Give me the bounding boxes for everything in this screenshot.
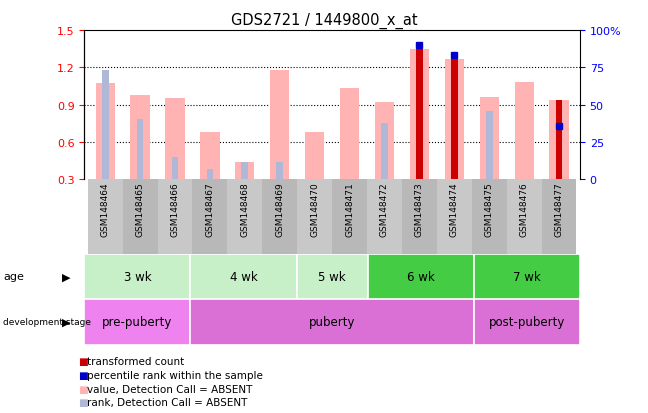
Text: 4 wk: 4 wk [229, 270, 257, 283]
Text: GSM148467: GSM148467 [205, 182, 214, 237]
Bar [200, 133, 220, 180]
Text: ▶: ▶ [62, 272, 70, 282]
Bar [130, 95, 150, 180]
Bar [96, 84, 115, 180]
Text: GDS2721 / 1449800_x_at: GDS2721 / 1449800_x_at [231, 12, 417, 28]
Text: GSM148466: GSM148466 [170, 182, 179, 237]
Bar [227, 180, 262, 254]
Bar [555, 128, 562, 180]
Bar [381, 124, 388, 180]
Text: GSM148475: GSM148475 [485, 182, 494, 237]
Bar [445, 59, 464, 180]
Bar [191, 254, 297, 299]
Bar [416, 50, 422, 180]
Bar [270, 71, 290, 180]
Bar [550, 100, 568, 180]
Bar [84, 254, 191, 299]
Text: puberty: puberty [309, 316, 355, 329]
Text: age: age [3, 272, 24, 282]
Bar [410, 50, 429, 180]
Bar [122, 180, 157, 254]
Text: post-puberty: post-puberty [489, 316, 565, 329]
Text: rank, Detection Call = ABSENT: rank, Detection Call = ABSENT [87, 397, 248, 407]
Text: GSM148465: GSM148465 [135, 182, 145, 237]
Text: 5 wk: 5 wk [318, 270, 346, 283]
Bar [340, 89, 359, 180]
Bar [137, 120, 143, 180]
Bar [242, 162, 248, 180]
Text: GSM148472: GSM148472 [380, 182, 389, 236]
Bar [87, 180, 122, 254]
Bar [367, 254, 474, 299]
Text: ▶: ▶ [62, 317, 70, 327]
Text: GSM148464: GSM148464 [100, 182, 110, 236]
Bar [305, 133, 324, 180]
Text: GSM148470: GSM148470 [310, 182, 319, 237]
Text: GSM148476: GSM148476 [520, 182, 529, 237]
Text: transformed count: transformed count [87, 356, 185, 366]
Text: GSM148473: GSM148473 [415, 182, 424, 237]
Bar [235, 162, 255, 180]
Bar [332, 180, 367, 254]
Bar [437, 180, 472, 254]
Text: percentile rank within the sample: percentile rank within the sample [87, 370, 263, 380]
Bar [262, 180, 297, 254]
Text: ■: ■ [78, 356, 87, 366]
Text: GSM148471: GSM148471 [345, 182, 354, 237]
Bar [402, 180, 437, 254]
Bar [486, 112, 492, 180]
Bar [507, 180, 542, 254]
Bar [297, 254, 367, 299]
Bar [207, 170, 213, 180]
Bar [84, 299, 191, 345]
Bar [555, 100, 562, 180]
Text: GSM148468: GSM148468 [240, 182, 249, 237]
Bar [515, 83, 534, 180]
Text: GSM148469: GSM148469 [275, 182, 284, 237]
Bar [277, 162, 283, 180]
Text: 6 wk: 6 wk [407, 270, 435, 283]
Bar [165, 99, 185, 180]
Bar [542, 180, 577, 254]
Bar [191, 299, 474, 345]
Text: 3 wk: 3 wk [124, 270, 151, 283]
Bar [474, 299, 580, 345]
Text: development stage: development stage [3, 318, 91, 327]
Text: ■: ■ [78, 397, 87, 407]
Bar [375, 103, 394, 180]
Text: ■: ■ [78, 370, 87, 380]
Text: GSM148474: GSM148474 [450, 182, 459, 236]
Bar [102, 71, 109, 180]
Text: 7 wk: 7 wk [513, 270, 540, 283]
Bar [474, 254, 580, 299]
Text: value, Detection Call = ABSENT: value, Detection Call = ABSENT [87, 384, 253, 394]
Bar [367, 180, 402, 254]
Text: pre-puberty: pre-puberty [102, 316, 172, 329]
Bar [192, 180, 227, 254]
Bar [172, 157, 178, 180]
Bar [157, 180, 192, 254]
Text: GSM148477: GSM148477 [555, 182, 564, 237]
Text: ■: ■ [78, 384, 87, 394]
Bar [472, 180, 507, 254]
Bar [480, 98, 499, 180]
Bar [297, 180, 332, 254]
Bar [451, 59, 457, 180]
